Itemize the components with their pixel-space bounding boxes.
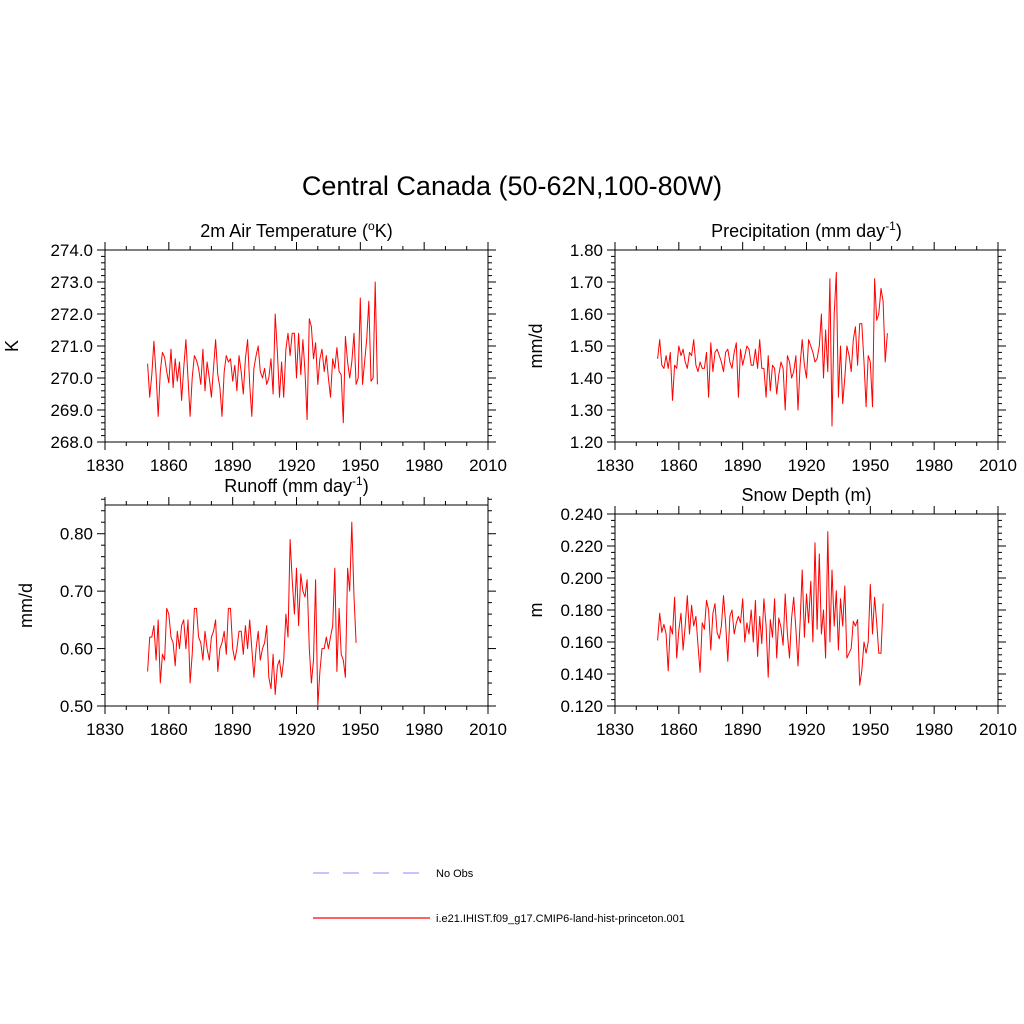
x-tick-label: 1830 <box>86 456 124 475</box>
y-axis-label: mm/d <box>16 583 36 628</box>
legend-label-no-obs: No Obs <box>436 868 474 880</box>
legend-item-no-obs: No Obs <box>313 868 474 880</box>
y-tick-label: 0.50 <box>60 697 93 716</box>
y-tick-label: 0.180 <box>560 601 603 620</box>
series-line <box>657 271 888 427</box>
y-tick-label: 273.0 <box>50 273 93 292</box>
panel-title-superscript: -1 <box>352 474 363 488</box>
series-line <box>147 521 357 707</box>
y-tick-label: 1.60 <box>570 305 603 324</box>
y-tick-label: 0.140 <box>560 665 603 684</box>
panel-air-temperature: 1830 1860 1890 1920 1950 1980 2010 268.0 269.0 27… <box>2 219 507 475</box>
legend-label-simulation: i.e21.IHIST.f09_g17.CMIP6-land-hist-prin… <box>436 913 685 925</box>
panel-title-text: 2m Air Temperature ( <box>200 221 368 241</box>
panel-title-suffix: K) <box>375 221 393 241</box>
y-tick-label: 1.20 <box>570 433 603 452</box>
panel-title: Runoff (mm day-1) <box>224 474 368 496</box>
panel-title-superscript: -1 <box>885 219 896 233</box>
x-tick-label: 1920 <box>278 720 316 739</box>
x-tick-label: 1860 <box>660 720 698 739</box>
x-tick-label: 1980 <box>405 456 443 475</box>
panel-title-text: Precipitation (mm day <box>711 221 885 241</box>
x-tick-label: 1890 <box>724 720 762 739</box>
y-tick-label: 1.70 <box>570 273 603 292</box>
x-tick-label: 1980 <box>915 456 953 475</box>
x-tick-label: 1980 <box>915 720 953 739</box>
panel-title: Precipitation (mm day-1) <box>711 219 902 241</box>
y-tick-label: 0.80 <box>60 525 93 544</box>
x-tick-label: 1860 <box>150 720 188 739</box>
y-tick-label: 1.80 <box>570 241 603 260</box>
x-tick-label: 1860 <box>150 456 188 475</box>
y-tick-label: 1.50 <box>570 337 603 356</box>
x-tick-label: 1890 <box>214 456 252 475</box>
y-tick-label: 0.200 <box>560 569 603 588</box>
plot-frame <box>104 249 489 443</box>
x-tick-label: 1920 <box>788 720 826 739</box>
panel-title-suffix: ) <box>896 221 902 241</box>
panel-title-text: Snow Depth (m) <box>741 485 871 505</box>
panel-runoff: 1830 1860 1890 1920 1950 1980 2010 0.50 0.60 0.70… <box>16 474 507 739</box>
legend: No Obs i.e21.IHIST.f09_g17.CMIP6-land-hi… <box>313 868 685 925</box>
x-tick-label: 1860 <box>660 456 698 475</box>
x-tick-label: 1950 <box>341 456 379 475</box>
y-axis-label: K <box>2 340 22 352</box>
panel-title: 2m Air Temperature (oK) <box>200 219 392 241</box>
plot-frame <box>614 513 999 707</box>
panel-title-text: Runoff (mm day <box>224 476 352 496</box>
panel-title-superscript: o <box>368 219 375 233</box>
legend-item-simulation: i.e21.IHIST.f09_g17.CMIP6-land-hist-prin… <box>313 913 685 925</box>
y-tick-label: 271.0 <box>50 337 93 356</box>
y-tick-label: 272.0 <box>50 305 93 324</box>
x-tick-label: 1890 <box>214 720 252 739</box>
x-tick-label: 2010 <box>979 456 1017 475</box>
x-tick-label: 1830 <box>86 720 124 739</box>
x-tick-label: 1950 <box>341 720 379 739</box>
y-tick-label: 268.0 <box>50 433 93 452</box>
y-tick-label: 0.70 <box>60 582 93 601</box>
x-tick-label: 1980 <box>405 720 443 739</box>
y-tick-label: 1.40 <box>570 369 603 388</box>
y-tick-label: 274.0 <box>50 241 93 260</box>
x-tick-label: 2010 <box>979 720 1017 739</box>
panel-precipitation: 1830 1860 1890 1920 1950 1980 2010 1.20 1.30 1.40… <box>526 219 1017 475</box>
x-tick-label: 2010 <box>469 720 507 739</box>
panel-title-suffix: ) <box>363 476 369 496</box>
y-tick-label: 0.220 <box>560 537 603 556</box>
x-tick-label: 1920 <box>278 456 316 475</box>
figure-title: Central Canada (50-62N,100-80W) <box>302 171 722 201</box>
x-tick-label: 2010 <box>469 456 507 475</box>
y-tick-label: 0.160 <box>560 633 603 652</box>
y-axis-label: m <box>526 603 546 618</box>
x-tick-label: 1950 <box>851 720 889 739</box>
y-tick-label: 0.60 <box>60 640 93 659</box>
x-tick-label: 1830 <box>596 720 634 739</box>
series-line <box>657 531 884 686</box>
x-tick-label: 1890 <box>724 456 762 475</box>
y-tick-label: 0.120 <box>560 697 603 716</box>
y-tick-label: 0.240 <box>560 505 603 524</box>
plot-frame <box>614 249 999 443</box>
y-axis-label: mm/d <box>526 324 546 369</box>
y-tick-label: 1.30 <box>570 401 603 420</box>
x-tick-label: 1920 <box>788 456 826 475</box>
x-tick-label: 1950 <box>851 456 889 475</box>
panels: 1830 1860 1890 1920 1950 1980 2010 268.0 269.0 27… <box>2 219 1017 739</box>
series-line <box>147 281 378 424</box>
panel-title: Snow Depth (m) <box>741 485 871 505</box>
plot-frame <box>104 504 489 707</box>
panel-snow-depth: 1830 1860 1890 1920 1950 1980 2010 0.120 0.140 0.… <box>526 485 1017 739</box>
y-tick-label: 269.0 <box>50 401 93 420</box>
x-tick-label: 1830 <box>596 456 634 475</box>
y-tick-label: 270.0 <box>50 369 93 388</box>
